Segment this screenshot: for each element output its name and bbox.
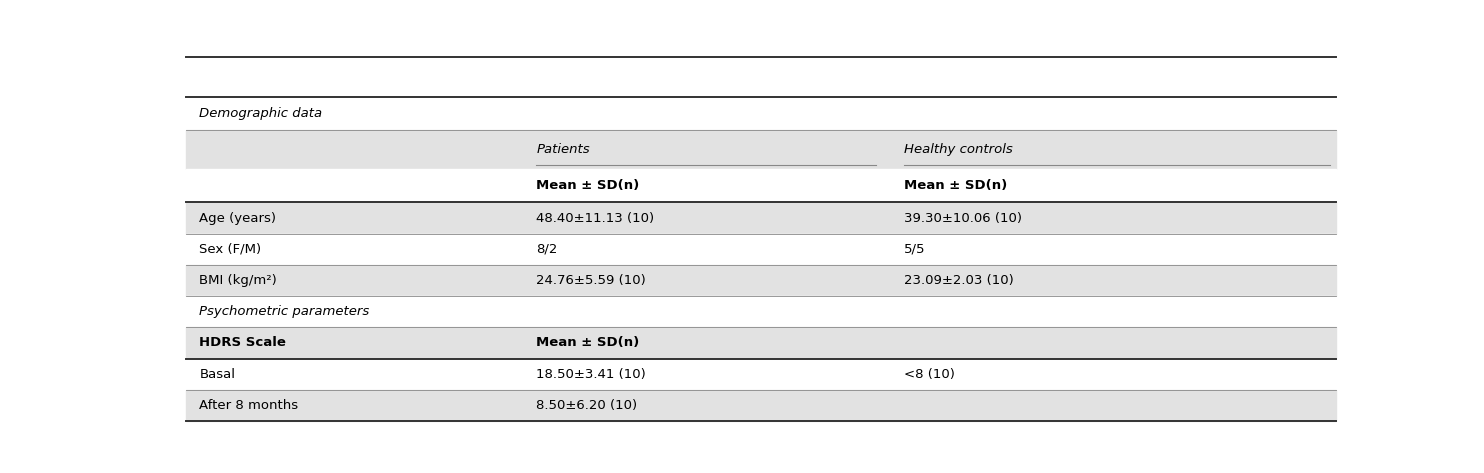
Bar — [186, 130, 1336, 169]
Text: Healthy controls: Healthy controls — [904, 143, 1014, 156]
Text: 48.40±11.13 (10): 48.40±11.13 (10) — [536, 211, 654, 225]
Text: Age (years): Age (years) — [199, 211, 276, 225]
Bar — [186, 359, 1336, 390]
Bar — [186, 327, 1336, 359]
Text: Mean ± SD(n): Mean ± SD(n) — [904, 179, 1008, 193]
Text: After 8 months: After 8 months — [199, 399, 298, 412]
Text: 8.50±6.20 (10): 8.50±6.20 (10) — [536, 399, 638, 412]
Bar — [186, 390, 1336, 421]
Text: Psychometric parameters: Psychometric parameters — [199, 305, 370, 318]
Text: BMI (kg/m²): BMI (kg/m²) — [199, 274, 278, 287]
Text: 23.09±2.03 (10): 23.09±2.03 (10) — [904, 274, 1014, 287]
Text: 5/5: 5/5 — [904, 243, 926, 256]
Text: Mean ± SD(n): Mean ± SD(n) — [536, 336, 640, 350]
Bar — [186, 57, 1336, 96]
Text: <8 (10): <8 (10) — [904, 368, 956, 381]
Text: 8/2: 8/2 — [536, 243, 558, 256]
Bar — [186, 169, 1336, 202]
Bar — [186, 96, 1336, 130]
Text: Sex (F/M): Sex (F/M) — [199, 243, 261, 256]
Text: HDRS Scale: HDRS Scale — [199, 336, 286, 350]
Text: 39.30±10.06 (10): 39.30±10.06 (10) — [904, 211, 1022, 225]
Bar — [186, 296, 1336, 327]
Text: Demographic data: Demographic data — [199, 106, 322, 120]
Bar — [186, 265, 1336, 296]
Text: Patients: Patients — [536, 143, 591, 156]
Text: Basal: Basal — [199, 368, 236, 381]
Bar — [186, 202, 1336, 234]
Text: Mean ± SD(n): Mean ± SD(n) — [536, 179, 640, 193]
Text: 18.50±3.41 (10): 18.50±3.41 (10) — [536, 368, 646, 381]
Text: 24.76±5.59 (10): 24.76±5.59 (10) — [536, 274, 646, 287]
Bar — [186, 234, 1336, 265]
